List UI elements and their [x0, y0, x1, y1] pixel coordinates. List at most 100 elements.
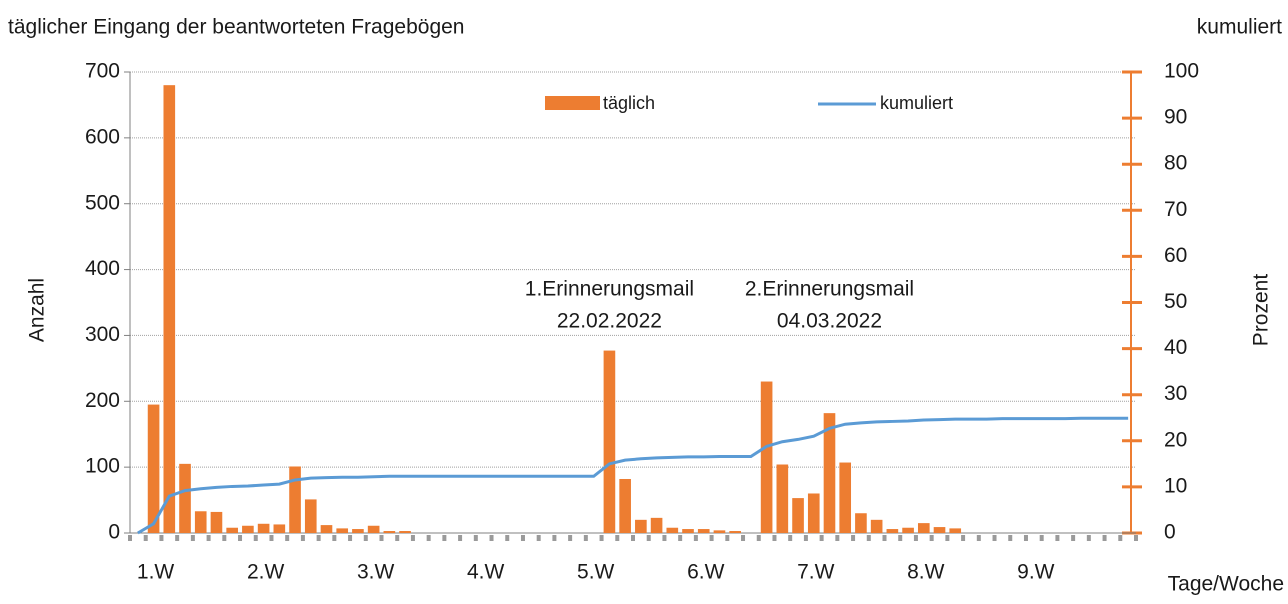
day-tick — [788, 535, 793, 541]
x-tick-label: 6.W — [687, 561, 725, 584]
bar — [870, 519, 883, 533]
annotation: 04.03.2022 — [777, 310, 882, 333]
day-tick — [741, 535, 746, 541]
y2-label: Prozent — [1250, 274, 1273, 347]
legend-label: täglich — [603, 93, 655, 113]
bar — [304, 499, 317, 533]
bar — [352, 529, 364, 533]
day-tick — [489, 535, 494, 541]
x-tick-label: 4.W — [467, 561, 505, 584]
bar — [917, 523, 930, 533]
bar — [257, 523, 270, 533]
x-label: Tage/Woche — [1168, 573, 1284, 596]
bar — [933, 527, 946, 533]
day-tick — [961, 535, 966, 541]
day-tick — [536, 535, 541, 541]
bar — [210, 511, 223, 533]
y-tick-label: 0 — [108, 521, 120, 544]
y-tick-label: 400 — [85, 257, 120, 280]
y2-tick-label: 90 — [1164, 106, 1187, 129]
day-tick — [568, 535, 573, 541]
bar — [666, 527, 679, 533]
bar — [147, 404, 160, 533]
bar — [194, 511, 207, 533]
bar — [399, 531, 411, 533]
day-tick — [238, 535, 243, 541]
day-tick — [1071, 535, 1076, 541]
day-tick — [898, 535, 903, 541]
day-tick — [583, 535, 588, 541]
legend-label: kumuliert — [880, 93, 953, 113]
day-tick — [395, 535, 400, 541]
day-tick — [866, 535, 871, 541]
y2-tick-label: 70 — [1164, 198, 1187, 221]
day-tick — [913, 535, 918, 541]
y2-tick-label: 40 — [1164, 336, 1187, 359]
bar — [273, 524, 286, 533]
bar — [949, 528, 962, 533]
y-tick-label: 500 — [85, 191, 120, 214]
y2-tick-label: 60 — [1164, 244, 1187, 267]
day-tick — [693, 535, 698, 541]
line — [137, 416, 1129, 535]
bar — [242, 525, 254, 533]
annotation: 2.Erinnerungsmail — [745, 278, 914, 301]
bar — [603, 350, 616, 533]
bar — [336, 528, 349, 533]
day-tick — [1055, 535, 1060, 541]
y2-tick-label: 100 — [1164, 60, 1199, 83]
day-tick — [190, 535, 195, 541]
day-tick — [426, 535, 431, 541]
day-tick — [646, 535, 651, 541]
day-tick — [269, 535, 274, 541]
day-tick — [929, 535, 934, 541]
y2-tick-label: 50 — [1164, 290, 1187, 313]
day-tick — [442, 535, 447, 541]
y-label: Anzahl — [26, 278, 49, 342]
y2-tick-label: 20 — [1164, 428, 1187, 451]
y2-tick-label: 10 — [1164, 474, 1187, 497]
day-tick — [1023, 535, 1028, 541]
y-tick-label: 200 — [85, 389, 120, 412]
x-tick-label: 2.W — [247, 561, 285, 584]
day-tick — [1008, 535, 1013, 541]
bar — [226, 527, 238, 533]
day-tick — [725, 535, 730, 541]
bar — [650, 517, 663, 533]
day-tick — [803, 535, 808, 541]
day-tick — [473, 535, 478, 541]
day-tick — [882, 535, 887, 541]
bar — [776, 464, 789, 533]
day-tick — [159, 535, 164, 541]
day-tick — [143, 535, 148, 541]
day-tick — [222, 535, 227, 541]
y-tick-label: 300 — [85, 323, 120, 346]
x-tick-label: 9.W — [1017, 561, 1055, 584]
day-tick — [206, 535, 211, 541]
day-tick — [945, 535, 950, 541]
bar — [839, 462, 852, 533]
day-tick — [253, 535, 258, 541]
day-tick — [992, 535, 997, 541]
day-tick — [332, 535, 337, 541]
day-tick — [678, 535, 683, 541]
bar — [902, 527, 914, 533]
bar — [320, 525, 333, 533]
day-tick — [348, 535, 353, 541]
day-tick — [756, 535, 761, 541]
bar — [383, 531, 396, 533]
day-tick — [520, 535, 525, 541]
day-tick — [552, 535, 557, 541]
day-tick — [835, 535, 840, 541]
bar — [163, 85, 176, 534]
day-tick — [615, 535, 620, 541]
day-tick — [363, 535, 368, 541]
day-tick — [709, 535, 714, 541]
day-tick — [128, 535, 132, 541]
day-tick — [316, 535, 321, 541]
day-tick — [819, 535, 824, 541]
day-tick — [1102, 535, 1107, 541]
day-tick — [410, 535, 415, 541]
x-tick-label: 1.W — [137, 561, 175, 584]
